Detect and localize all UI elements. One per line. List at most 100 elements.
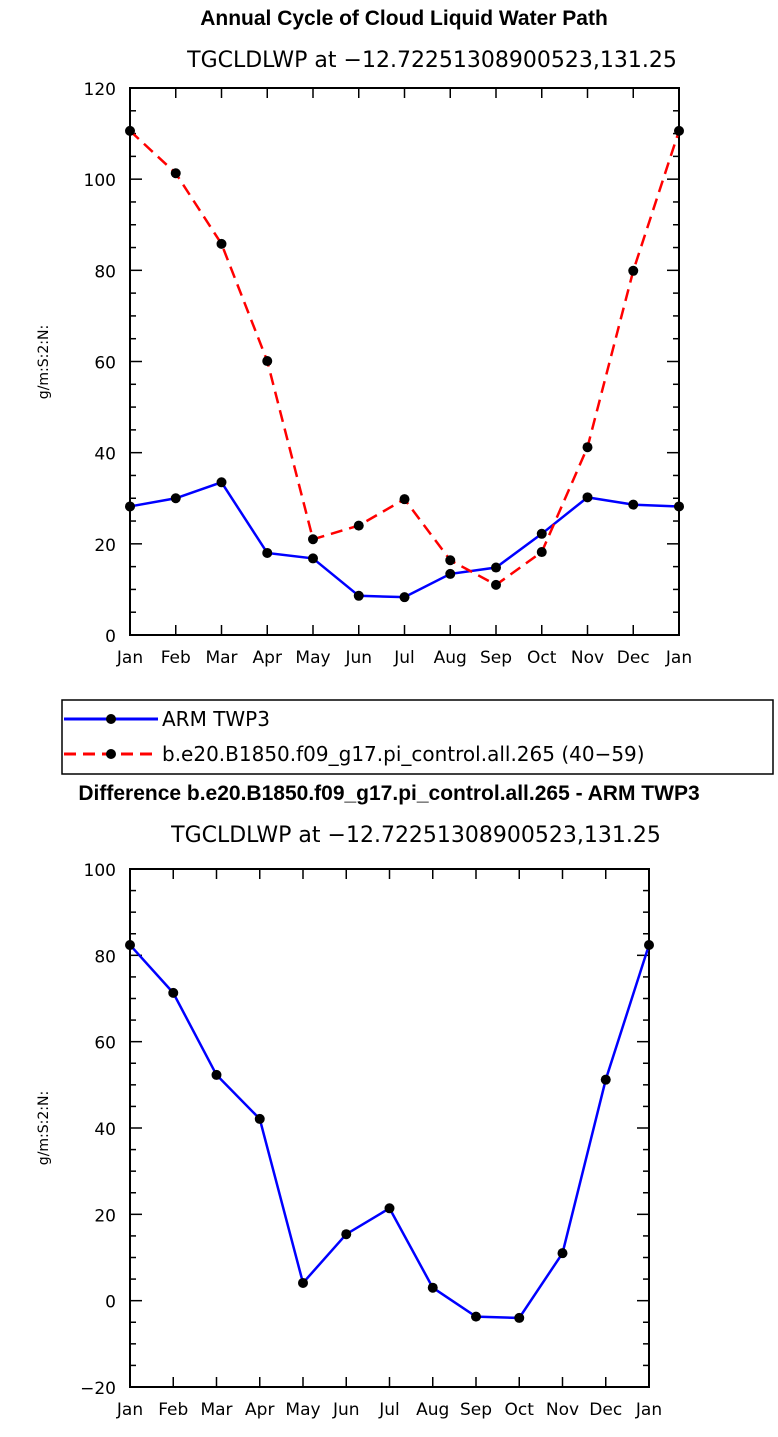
chart-subtitle-2: TGCLDLWP at −12.72251308900523,131.25 — [170, 823, 661, 848]
x-tick-label: Jul — [378, 1400, 400, 1420]
x-tick-labels-2: Jan Feb Mar Apr May Jun Jul Aug Sep Oct Nov Dec Jan — [116, 1400, 662, 1420]
data-point — [644, 939, 654, 950]
data-point — [491, 579, 501, 590]
panel-annual-cycle: Annual Cycle of Cloud Liquid Water Path … — [36, 7, 692, 668]
y-tick-label: 60 — [94, 1034, 116, 1054]
data-point — [254, 1113, 265, 1124]
chart-title-1: Annual Cycle of Cloud Liquid Water Path — [200, 7, 608, 30]
y-tick-label: 60 — [94, 354, 116, 374]
x-tick-label: Dec — [617, 648, 650, 668]
tick-marks-2 — [129, 868, 650, 1388]
x-tick-label: Sep — [460, 1400, 492, 1420]
data-point — [262, 547, 273, 558]
x-tick-label: Aug — [434, 648, 467, 668]
y-tick-label: 0 — [105, 1293, 116, 1313]
y-tick-label: 100 — [84, 861, 116, 881]
x-tick-label: Jul — [393, 648, 415, 668]
legend-box — [61, 699, 774, 775]
y-tick-label: −20 — [80, 1379, 116, 1399]
data-point — [491, 562, 501, 573]
x-tick-label: Oct — [527, 648, 557, 668]
series-lines-1 — [129, 129, 681, 599]
legend: ARM TWP3 b.e20.B1850.f09_g17.pi_control.… — [61, 699, 774, 775]
data-point — [557, 1248, 568, 1259]
tick-marks-1 — [129, 87, 680, 636]
plot-frame-2 — [129, 868, 650, 1388]
data-point — [384, 1203, 395, 1214]
x-tick-label: Jun — [344, 648, 372, 668]
series-lines-2 — [129, 944, 651, 1320]
y-axis-label-2: g/m:S:2:N: — [36, 1091, 52, 1165]
data-point — [262, 356, 273, 367]
data-point — [536, 547, 547, 558]
y-tick-labels-2: −20 0 20 40 60 80 100 — [80, 861, 116, 1399]
plot-frame-1 — [129, 87, 680, 636]
y-tick-label: 100 — [84, 171, 116, 191]
data-point — [125, 939, 135, 950]
y-tick-label: 20 — [94, 536, 116, 556]
data-point — [471, 1311, 481, 1322]
data-point — [353, 520, 364, 531]
data-point — [600, 1074, 611, 1085]
chart-title-2: Difference b.e20.B1850.f09_g17.pi_contro… — [78, 782, 699, 805]
data-point — [399, 592, 410, 603]
x-tick-label: Oct — [505, 1400, 535, 1420]
x-tick-label: Jan — [665, 648, 692, 668]
y-tick-label: 40 — [94, 445, 116, 465]
x-tick-label: Dec — [589, 1400, 622, 1420]
x-tick-label: Apr — [253, 648, 282, 668]
x-tick-label: May — [285, 1400, 320, 1420]
data-point — [445, 568, 456, 579]
data-point — [168, 987, 179, 998]
data-point — [628, 265, 639, 276]
x-tick-label: Aug — [416, 1400, 449, 1420]
panel-difference: Difference b.e20.B1850.f09_g17.pi_contro… — [36, 782, 700, 1420]
data-point — [308, 534, 318, 545]
data-point — [308, 553, 318, 564]
data-point — [298, 1277, 308, 1288]
y-tick-label: 120 — [84, 80, 116, 100]
y-tick-label: 80 — [94, 947, 116, 967]
data-point — [216, 238, 227, 249]
data-point — [674, 125, 684, 136]
data-point — [582, 442, 593, 453]
x-tick-label: Sep — [480, 648, 512, 668]
x-tick-labels-1: Jan Feb Mar Apr May Jun Jul Aug Sep Oct Nov Dec Jan — [116, 648, 692, 668]
data-point — [445, 555, 456, 566]
data-point — [514, 1312, 525, 1323]
x-tick-label: Jan — [116, 1400, 143, 1420]
data-point — [125, 501, 135, 512]
legend-marker-arm — [106, 714, 116, 724]
data-point — [536, 528, 547, 539]
series-points-1 — [125, 125, 684, 603]
x-tick-label: Mar — [200, 1400, 232, 1420]
y-tick-labels-1: 0 20 40 60 80 100 120 — [84, 80, 116, 647]
y-tick-label: 0 — [105, 627, 116, 647]
chart-subtitle-1: TGCLDLWP at −12.72251308900523,131.25 — [186, 48, 677, 73]
x-tick-label: Feb — [161, 648, 191, 668]
y-tick-label: 40 — [94, 1120, 116, 1140]
x-tick-label: Apr — [245, 1400, 274, 1420]
y-tick-label: 80 — [94, 262, 116, 282]
data-point — [674, 501, 684, 512]
data-point — [353, 590, 364, 601]
data-point — [125, 125, 135, 136]
legend-marker-model — [106, 749, 116, 759]
data-point — [216, 477, 227, 488]
legend-label-arm: ARM TWP3 — [162, 707, 270, 731]
x-tick-label: Jun — [332, 1400, 360, 1420]
data-point — [341, 1229, 352, 1240]
x-tick-label: May — [295, 648, 330, 668]
data-point — [170, 493, 181, 504]
data-point — [628, 499, 639, 510]
series-line — [129, 129, 681, 587]
series-points-2 — [125, 939, 654, 1323]
x-tick-label: Nov — [546, 1400, 579, 1420]
x-tick-label: Mar — [205, 648, 237, 668]
data-point — [427, 1282, 438, 1293]
data-point — [582, 492, 593, 503]
x-tick-label: Nov — [571, 648, 604, 668]
x-tick-label: Feb — [158, 1400, 188, 1420]
data-point — [170, 168, 181, 179]
x-tick-label: Jan — [635, 1400, 662, 1420]
